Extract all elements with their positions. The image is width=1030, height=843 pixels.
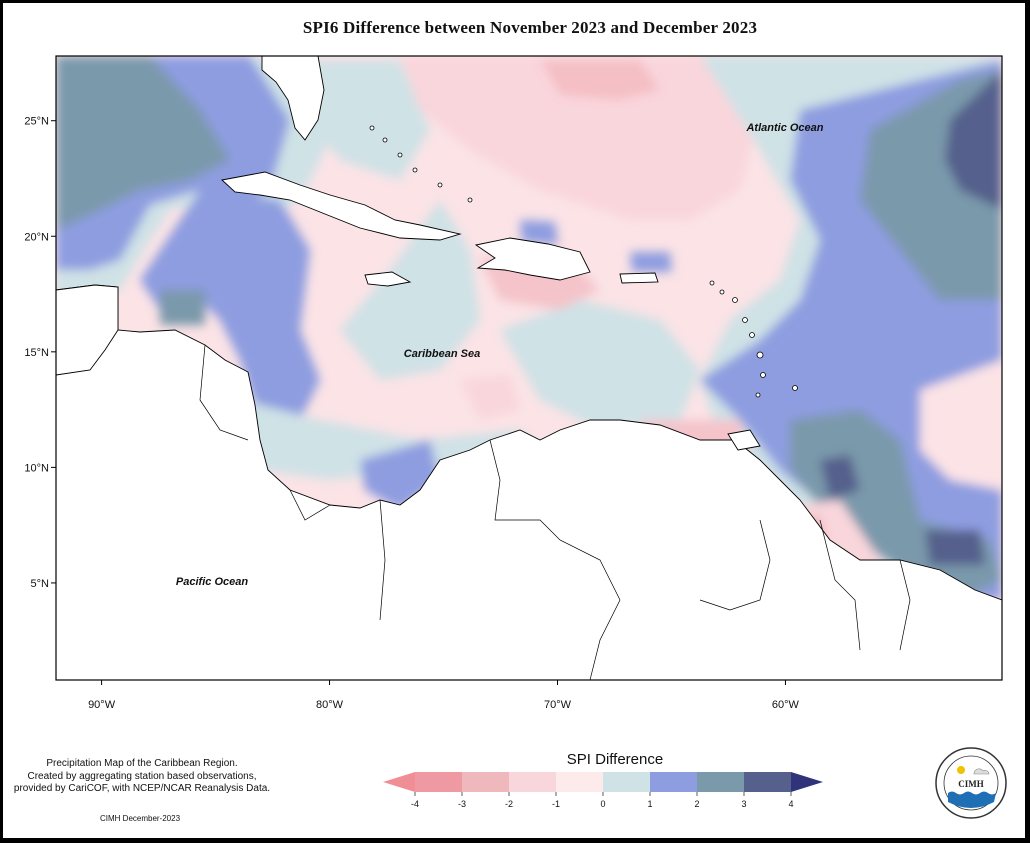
legend-swatch xyxy=(650,772,697,792)
credit-text: CIMH December-2023 xyxy=(100,814,181,823)
legend-swatch xyxy=(556,772,603,792)
longitude-axis: 90°W 80°W 70°W 60°W xyxy=(88,680,800,711)
legend-swatch xyxy=(697,772,744,792)
legend-tick-label: 3 xyxy=(741,799,746,809)
field-3-4-ne xyxy=(945,70,1002,210)
field-neg-south xyxy=(460,375,520,420)
borders xyxy=(199,344,911,680)
field-neg-far-east xyxy=(920,360,1002,490)
border-central-america xyxy=(199,344,249,441)
field-0-1-central xyxy=(340,200,480,380)
border-venezuela-guyana xyxy=(699,519,771,611)
field-3-4-se-b xyxy=(925,530,985,565)
land-trinidad xyxy=(727,429,761,451)
legend-swatch xyxy=(462,772,509,792)
legend-tick-label: -1 xyxy=(552,799,560,809)
field-1-2-small-b xyxy=(630,252,672,272)
border-panama-colombia xyxy=(379,499,386,621)
legend-swatch xyxy=(603,772,650,792)
field-neg-north xyxy=(400,56,760,220)
lat-tick-label: 10°N xyxy=(24,462,49,474)
map-panel-border xyxy=(55,55,1003,681)
lon-tick-label: 60°W xyxy=(772,699,800,711)
land-jamaica xyxy=(364,271,412,287)
lat-tick-label: 25°N xyxy=(24,116,49,128)
lat-tick-label: 5°N xyxy=(31,578,50,590)
legend-colorbar xyxy=(383,772,823,792)
lesser-antilles xyxy=(369,125,798,398)
field-2-3-west xyxy=(56,56,230,230)
sun-icon xyxy=(957,766,965,774)
legend-arrow-high xyxy=(791,772,823,792)
legend-tick-label: -2 xyxy=(505,799,513,809)
land-hispaniola xyxy=(474,237,591,281)
label-atlantic: Atlantic Ocean xyxy=(745,122,823,134)
lat-tick-label: 15°N xyxy=(24,347,49,359)
field-3-4-se-a xyxy=(820,455,860,500)
legend-tick-label: -4 xyxy=(411,799,419,809)
land-cuba xyxy=(221,171,462,241)
field-0-1-bahamas xyxy=(300,60,430,180)
wave-icon xyxy=(948,791,996,808)
legend-arrow-low xyxy=(383,772,415,792)
border-colombia-venezuela xyxy=(489,439,621,680)
land-florida xyxy=(261,56,325,141)
cimh-logo: CIMH xyxy=(935,747,1007,819)
lat-tick-label: 20°N xyxy=(24,231,49,243)
field-2-3-honduras xyxy=(160,290,205,325)
legend-ticks: -4 -3 -2 -1 0 1 2 3 4 xyxy=(411,792,794,809)
latitude-axis: 25°N 20°N 15°N 10°N 5°N xyxy=(24,116,56,590)
land-mexico xyxy=(56,284,119,376)
legend-title: SPI Difference xyxy=(566,751,664,768)
lon-tick-label: 70°W xyxy=(544,699,572,711)
field-neg-north-core xyxy=(540,60,660,100)
legend-tick-label: 0 xyxy=(600,799,605,809)
land xyxy=(56,56,1002,680)
spi-field xyxy=(56,56,1002,680)
border-suriname-guiana xyxy=(899,559,911,651)
land-puerto-rico xyxy=(619,272,659,284)
logo-text: CIMH xyxy=(958,779,984,789)
field-1-2-small-a xyxy=(520,220,558,245)
label-caribbean: Caribbean Sea xyxy=(404,348,480,360)
border-costa-rica xyxy=(289,489,331,521)
source-note: Precipitation Map of the Caribbean Regio… xyxy=(13,758,271,794)
lon-tick-label: 90°W xyxy=(88,699,116,711)
legend-swatch xyxy=(744,772,791,792)
legend-tick-label: 4 xyxy=(788,799,793,809)
legend-swatch xyxy=(415,772,462,792)
cloud-icon xyxy=(973,768,990,775)
field-0-1-east-carib xyxy=(500,300,700,430)
legend-swatch xyxy=(509,772,556,792)
lon-tick-label: 80°W xyxy=(316,699,344,711)
label-pacific: Pacific Ocean xyxy=(176,576,248,588)
field-1-2-yucatan xyxy=(140,190,320,420)
border-guyana-suriname xyxy=(819,519,861,651)
legend-tick-label: 2 xyxy=(694,799,699,809)
map-title: SPI6 Difference between November 2023 an… xyxy=(302,18,758,37)
legend-tick-label: -3 xyxy=(458,799,466,809)
legend-tick-label: 1 xyxy=(647,799,652,809)
